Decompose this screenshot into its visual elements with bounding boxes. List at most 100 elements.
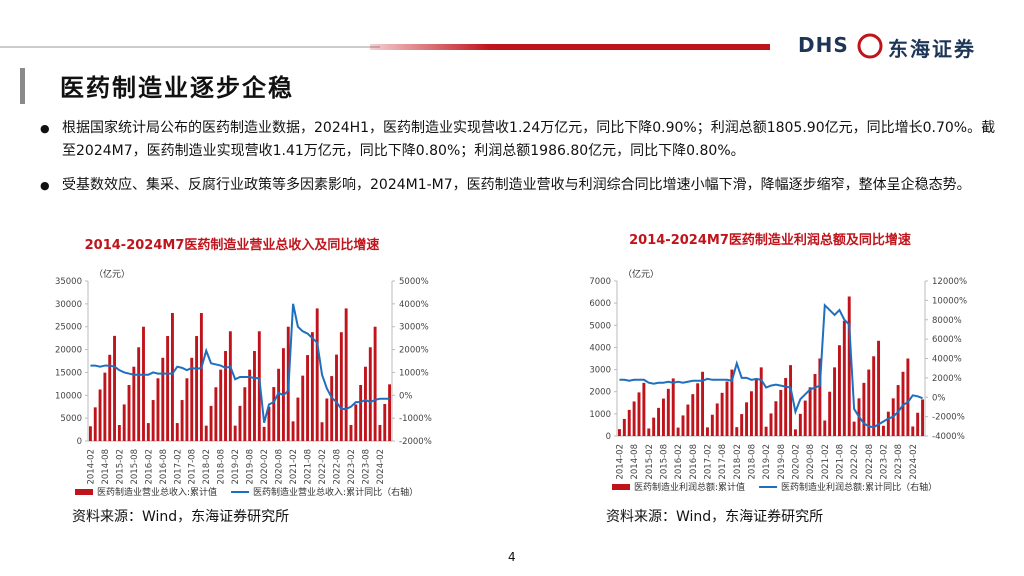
x-tick-label: 2023-02 <box>347 449 357 485</box>
bar <box>253 351 256 441</box>
x-tick-label: 2021-08 <box>304 449 314 485</box>
bar <box>277 368 281 441</box>
source-note: 资料来源：Wind，东海证券研究所 <box>72 509 289 525</box>
bar <box>632 401 636 436</box>
bar <box>784 377 788 436</box>
x-tick-label: 2014-02 <box>615 444 625 480</box>
bar <box>622 418 626 436</box>
bar <box>262 426 266 441</box>
company-name: 东海证券 <box>888 37 976 61</box>
bar <box>647 428 651 436</box>
bar <box>652 417 656 436</box>
bar <box>833 367 837 436</box>
bar <box>710 414 714 436</box>
x-tick-label: 2023-08 <box>361 449 371 485</box>
y2-tick-label: -2000% <box>932 413 965 423</box>
bar <box>691 394 695 436</box>
bar <box>330 376 334 441</box>
y-tick-label: 20000 <box>55 346 82 356</box>
bar <box>852 421 856 436</box>
x-tick-label: 2024-02 <box>909 444 919 480</box>
y-tick-label: 0 <box>606 432 611 442</box>
bar <box>828 391 832 436</box>
y-tick-label: 5000 <box>589 321 611 331</box>
bar <box>146 423 150 441</box>
bar <box>209 405 213 441</box>
bar <box>715 403 719 436</box>
bar <box>388 384 392 441</box>
y-tick-label: 1000 <box>589 410 611 420</box>
x-tick-label: 2015-02 <box>645 444 655 480</box>
y2-tick-label: -2000% <box>399 437 432 447</box>
bar <box>349 425 353 441</box>
bar <box>808 387 812 436</box>
bar <box>354 404 358 441</box>
bar <box>320 422 324 441</box>
bar <box>190 357 194 441</box>
bar <box>798 413 802 436</box>
y-unit: （亿元） <box>623 268 659 280</box>
x-tick-label: 2019-08 <box>777 444 787 480</box>
bar <box>228 331 232 441</box>
bar <box>199 313 203 441</box>
chart-title: 2014-2024M7医药制造业营业总收入及同比增速 <box>85 237 380 253</box>
bar <box>745 402 749 436</box>
x-tick-label: 2019-02 <box>762 444 772 480</box>
bar <box>296 397 300 441</box>
bar <box>195 336 199 441</box>
legend-swatch <box>612 484 630 490</box>
bar <box>219 369 223 441</box>
bar <box>642 382 646 436</box>
bullet: 根据国家统计局公布的医药制造业数据，2024H1，医药制造业实现营收1.24万亿… <box>40 117 1000 163</box>
x-tick-label: 2020-02 <box>260 449 270 485</box>
x-tick-label: 2023-08 <box>894 444 904 480</box>
bar <box>122 404 126 441</box>
x-tick-label: 2014-08 <box>101 449 111 485</box>
x-tick-label: 2023-02 <box>879 444 889 480</box>
legend-swatch <box>75 489 93 495</box>
header-bar <box>370 44 770 50</box>
bar <box>730 369 734 436</box>
y2-tick-label: 12000% <box>932 277 967 287</box>
bar <box>248 369 252 441</box>
y-tick-label: 0 <box>77 437 82 447</box>
x-tick-label: 2015-02 <box>115 449 125 485</box>
bar <box>137 347 141 441</box>
x-tick-label: 2022-08 <box>865 444 875 480</box>
bar <box>344 308 348 441</box>
bar <box>151 400 155 441</box>
bar <box>872 356 876 436</box>
x-tick-label: 2016-08 <box>689 444 699 480</box>
y-tick-label: 7000 <box>589 277 611 287</box>
bar <box>676 427 680 436</box>
bar <box>754 379 758 436</box>
y-tick-label: 2000 <box>589 388 611 398</box>
x-tick-label: 2016-02 <box>674 444 684 480</box>
bar <box>108 354 112 441</box>
bar <box>774 401 778 436</box>
x-tick-label: 2022-08 <box>333 449 343 485</box>
x-tick-label: 2021-08 <box>835 444 845 480</box>
x-tick-label: 2014-02 <box>86 449 96 485</box>
y2-tick-label: 3000% <box>399 323 429 333</box>
bar <box>818 358 822 436</box>
y2-tick-label: 0% <box>932 393 946 403</box>
line-series <box>619 302 923 429</box>
legend-label: 医药制造业利润总额:累计同比（右轴） <box>781 481 937 493</box>
bar <box>166 336 170 441</box>
bar <box>764 426 768 436</box>
bar <box>701 371 705 436</box>
bar <box>359 385 363 441</box>
bar <box>132 366 136 441</box>
bar <box>180 400 184 441</box>
source-note: 资料来源：Wind，东海证券研究所 <box>606 509 823 525</box>
bar <box>98 389 102 441</box>
x-tick-label: 2019-02 <box>231 449 241 485</box>
bar <box>681 415 685 436</box>
bar <box>142 326 145 441</box>
y-tick-label: 10000 <box>55 391 82 401</box>
x-tick-label: 2021-02 <box>821 444 831 480</box>
y2-tick-label: 8000% <box>932 316 962 326</box>
bar <box>867 369 871 436</box>
